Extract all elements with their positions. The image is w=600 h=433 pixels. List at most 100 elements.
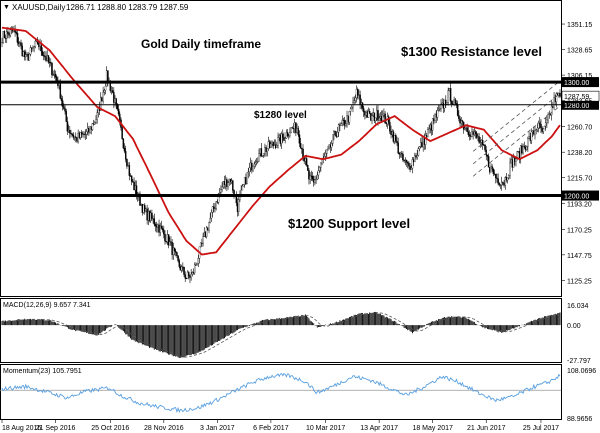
candle-body: [335, 134, 338, 137]
candle-body: [431, 118, 434, 131]
candle-body: [508, 175, 510, 179]
candle-body: [392, 131, 395, 142]
candle-body: [524, 146, 527, 150]
candle-body: [173, 247, 176, 252]
candle-body: [293, 122, 296, 129]
candle-body: [84, 134, 87, 135]
candle-body: [376, 110, 378, 119]
candle-body: [379, 116, 382, 119]
level-tag: [562, 99, 599, 110]
candle-body: [190, 273, 192, 278]
candle-body: [409, 165, 411, 170]
candle-body: [521, 145, 523, 154]
candle-body: [75, 136, 77, 138]
candle-body: [515, 158, 517, 162]
candle-body: [196, 263, 198, 265]
candle-body: [312, 179, 315, 183]
candle-body: [105, 70, 108, 87]
candle-body: [205, 227, 208, 237]
candle-body: [430, 124, 433, 131]
candle-body: [405, 159, 408, 163]
candle-body: [214, 208, 216, 210]
candle-body: [366, 111, 369, 118]
candle-body: [165, 240, 167, 243]
candle-body: [499, 184, 502, 186]
candle-body: [420, 142, 422, 147]
candle-body: [65, 111, 67, 122]
candle-body: [80, 132, 83, 135]
candle-body: [279, 134, 282, 144]
candle-body: [441, 102, 443, 105]
y-tick-label: 1306.15: [567, 73, 592, 80]
candle-body: [284, 138, 286, 141]
candle-body: [285, 132, 288, 139]
candle-body: [544, 122, 547, 127]
candle-body: [186, 272, 189, 279]
candle-body: [328, 144, 330, 149]
candle-body: [54, 73, 57, 78]
candle-body: [216, 201, 219, 203]
candle-body: [385, 123, 388, 125]
momentum-label: Momentum(23) 105.7951: [3, 368, 82, 375]
candle-body: [191, 272, 194, 275]
candle-body: [358, 94, 360, 96]
chart-menu-icon[interactable]: ▼: [3, 4, 10, 11]
candle-body: [134, 185, 137, 191]
candle-body: [353, 100, 355, 103]
candle-body: [210, 212, 213, 219]
candle-body: [227, 182, 229, 187]
candle-body: [71, 133, 73, 135]
candle-body: [446, 102, 448, 105]
candle-body: [144, 204, 146, 212]
candle-body: [272, 141, 275, 146]
candle-body: [23, 51, 26, 58]
candle-body: [142, 204, 145, 213]
candle-body: [406, 162, 409, 164]
candle-body: [201, 242, 203, 244]
candle-body: [437, 109, 440, 111]
candle-body: [481, 140, 484, 145]
candle-body: [124, 151, 127, 160]
candle-body: [459, 118, 461, 124]
candle-body: [38, 43, 40, 47]
candle-body: [398, 153, 401, 155]
candle-body: [193, 264, 196, 274]
candle-body: [523, 146, 526, 148]
candle-body: [180, 266, 183, 271]
candle-body: [503, 182, 505, 186]
candle-body: [261, 155, 264, 157]
candle-body: [404, 159, 407, 162]
candle-body: [454, 99, 457, 104]
candle-body: [170, 241, 172, 243]
candle-body: [163, 229, 165, 235]
candle-body: [92, 123, 95, 125]
candle-body: [232, 180, 234, 191]
candle-body: [159, 225, 161, 233]
candle-body: [51, 63, 53, 76]
candle-body: [41, 50, 44, 56]
candle-body: [290, 127, 292, 133]
trend-channel-line: [472, 80, 561, 152]
candle-body: [361, 102, 364, 109]
candle-body: [368, 111, 371, 114]
price-panel-frame: [0, 0, 562, 297]
price-series: [0, 24, 561, 284]
candle-body: [410, 167, 413, 170]
candle-body: [149, 212, 152, 221]
candle-body: [3, 31, 6, 39]
candle-body: [528, 136, 530, 139]
candle-body: [483, 144, 485, 146]
candle-body: [117, 108, 120, 115]
trend-channel-line: [472, 105, 561, 177]
candle-body: [436, 110, 439, 118]
candle-body: [208, 222, 210, 231]
resistance-annotation: $1300 Resistance level: [401, 44, 542, 59]
candle-body: [268, 141, 271, 148]
candle-body: [280, 133, 283, 144]
candle-body: [332, 134, 334, 144]
candle-body: [310, 175, 313, 177]
candle-body: [278, 134, 280, 138]
candle-body: [535, 129, 537, 131]
candle-body: [316, 174, 319, 180]
